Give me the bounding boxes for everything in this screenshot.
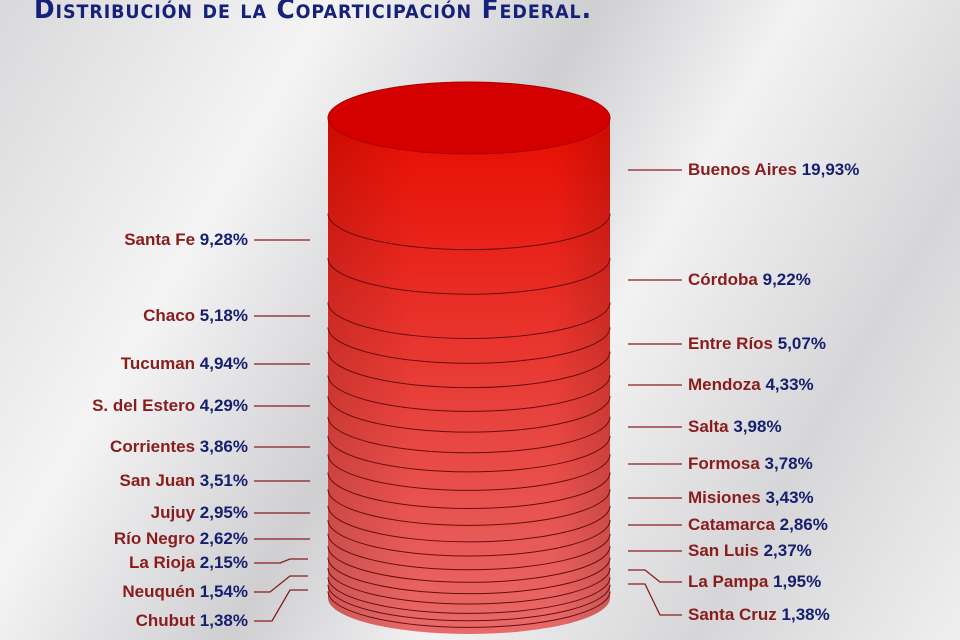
province-name: Buenos Aires: [688, 160, 802, 179]
label-right: Misiones 3,43%: [688, 488, 814, 508]
province-name: Santa Cruz: [688, 605, 782, 624]
label-right: Formosa 3,78%: [688, 454, 813, 474]
province-percent: 2,95%: [199, 503, 248, 522]
province-name: Neuquén: [122, 582, 200, 601]
slice-boundary-salta: [327, 435, 611, 473]
province-name: Catamarca: [688, 515, 780, 534]
label-left: Neuquén 1,54%: [122, 582, 248, 602]
province-percent: 3,86%: [199, 437, 248, 456]
province-percent: 9,28%: [199, 230, 248, 249]
cylinder-shading: [328, 118, 610, 634]
province-percent: 5,07%: [777, 334, 826, 353]
slice-boundary-s-del-estero: [327, 416, 611, 454]
label-left: Jujuy 2,95%: [151, 503, 248, 523]
province-name: Jujuy: [150, 503, 200, 522]
province-percent: 5,18%: [199, 306, 248, 325]
province-percent: 1,38%: [199, 611, 248, 630]
label-right: Buenos Aires 19,93%: [688, 160, 859, 180]
chart-title: Distribución de la Coparticipación Feder…: [34, 0, 592, 25]
label-left: Corrientes 3,86%: [110, 437, 248, 457]
slice-boundary-mendoza: [327, 396, 611, 433]
leader-line: [254, 558, 308, 564]
province-name: San Juan: [119, 471, 200, 490]
province-percent: 2,86%: [779, 515, 828, 534]
province-percent: 2,15%: [199, 553, 248, 572]
province-name: Salta: [688, 417, 734, 436]
slice-boundary-corrientes: [327, 454, 611, 491]
province-percent: 1,54%: [199, 582, 248, 601]
province-name: S. del Estero: [92, 396, 200, 415]
province-name: La Pampa: [688, 572, 774, 591]
label-right: Mendoza 4,33%: [688, 375, 814, 395]
slice-boundary-formosa: [327, 472, 611, 510]
leader-line: [628, 583, 682, 616]
province-name: Corrientes: [110, 437, 200, 456]
province-percent: 3,98%: [733, 417, 782, 436]
slice-boundary-c-rdoba: [327, 302, 611, 339]
province-name: Río Negro: [113, 529, 200, 548]
slice-boundary-santa-cruz: [327, 591, 611, 628]
province-name: Chaco: [143, 306, 200, 325]
leader-line: [254, 575, 308, 593]
province-percent: 4,94%: [199, 354, 248, 373]
slice-boundary-entre-r-os: [327, 351, 611, 389]
slice-boundary-misiones: [327, 505, 611, 543]
label-right: Catamarca 2,86%: [688, 515, 828, 535]
slice-boundary-chaco: [327, 327, 611, 364]
province-percent: 9,22%: [762, 270, 811, 289]
label-left: San Juan 3,51%: [119, 471, 248, 491]
slice-boundary-la-rioja: [327, 567, 611, 605]
province-name: Entre Ríos: [688, 334, 778, 353]
province-percent: 2,37%: [763, 541, 812, 560]
province-name: Mendoza: [688, 375, 766, 394]
slice-boundary-tucuman: [327, 375, 611, 412]
province-percent: 1,38%: [781, 605, 830, 624]
province-percent: 3,78%: [764, 454, 813, 473]
label-right: Entre Ríos 5,07%: [688, 334, 826, 354]
province-percent: 3,43%: [765, 488, 814, 507]
province-name: Córdoba: [688, 270, 763, 289]
province-percent: 2,62%: [199, 529, 248, 548]
slice-boundary-jujuy: [327, 519, 611, 557]
label-left: La Rioja 2,15%: [129, 553, 248, 573]
province-percent: 19,93%: [801, 160, 860, 179]
leader-line: [254, 589, 308, 622]
slice-boundary-santa-fe: [327, 258, 611, 295]
label-right: Santa Cruz 1,38%: [688, 605, 830, 625]
slice-boundary-san-juan: [327, 489, 611, 526]
label-right: San Luis 2,37%: [688, 541, 812, 561]
slice-boundary-la-pampa: [327, 577, 611, 614]
label-left: Tucuman 4,94%: [121, 354, 248, 374]
province-name: Chubut: [135, 611, 200, 630]
label-left: Chaco 5,18%: [143, 306, 248, 326]
label-right: Salta 3,98%: [688, 417, 782, 437]
slice-boundary-buenos-aires: [327, 213, 611, 251]
slice-boundary-san-luis: [327, 557, 611, 595]
province-percent: 3,51%: [199, 471, 248, 490]
label-left: S. del Estero 4,29%: [92, 396, 248, 416]
slice-boundary-neuqu-n: [327, 584, 611, 622]
slice-boundary-r-o-negro: [327, 546, 611, 583]
province-name: La Rioja: [128, 553, 200, 572]
label-left: Río Negro 2,62%: [114, 529, 248, 549]
label-right: Córdoba 9,22%: [688, 270, 811, 290]
province-name: Tucuman: [120, 354, 200, 373]
province-name: Formosa: [688, 454, 765, 473]
leader-line: [628, 569, 682, 583]
label-left: Chubut 1,38%: [136, 611, 248, 631]
province-name: Misiones: [688, 488, 766, 507]
cylinder-top: [327, 81, 611, 155]
province-name: Santa Fe: [124, 230, 200, 249]
province-percent: 4,29%: [199, 396, 248, 415]
province-percent: 1,95%: [773, 572, 822, 591]
label-right: La Pampa 1,95%: [688, 572, 821, 592]
province-name: San Luis: [688, 541, 764, 560]
province-percent: 4,33%: [765, 375, 814, 394]
label-left: Santa Fe 9,28%: [124, 230, 248, 250]
slice-boundary-catamarca: [327, 533, 611, 571]
